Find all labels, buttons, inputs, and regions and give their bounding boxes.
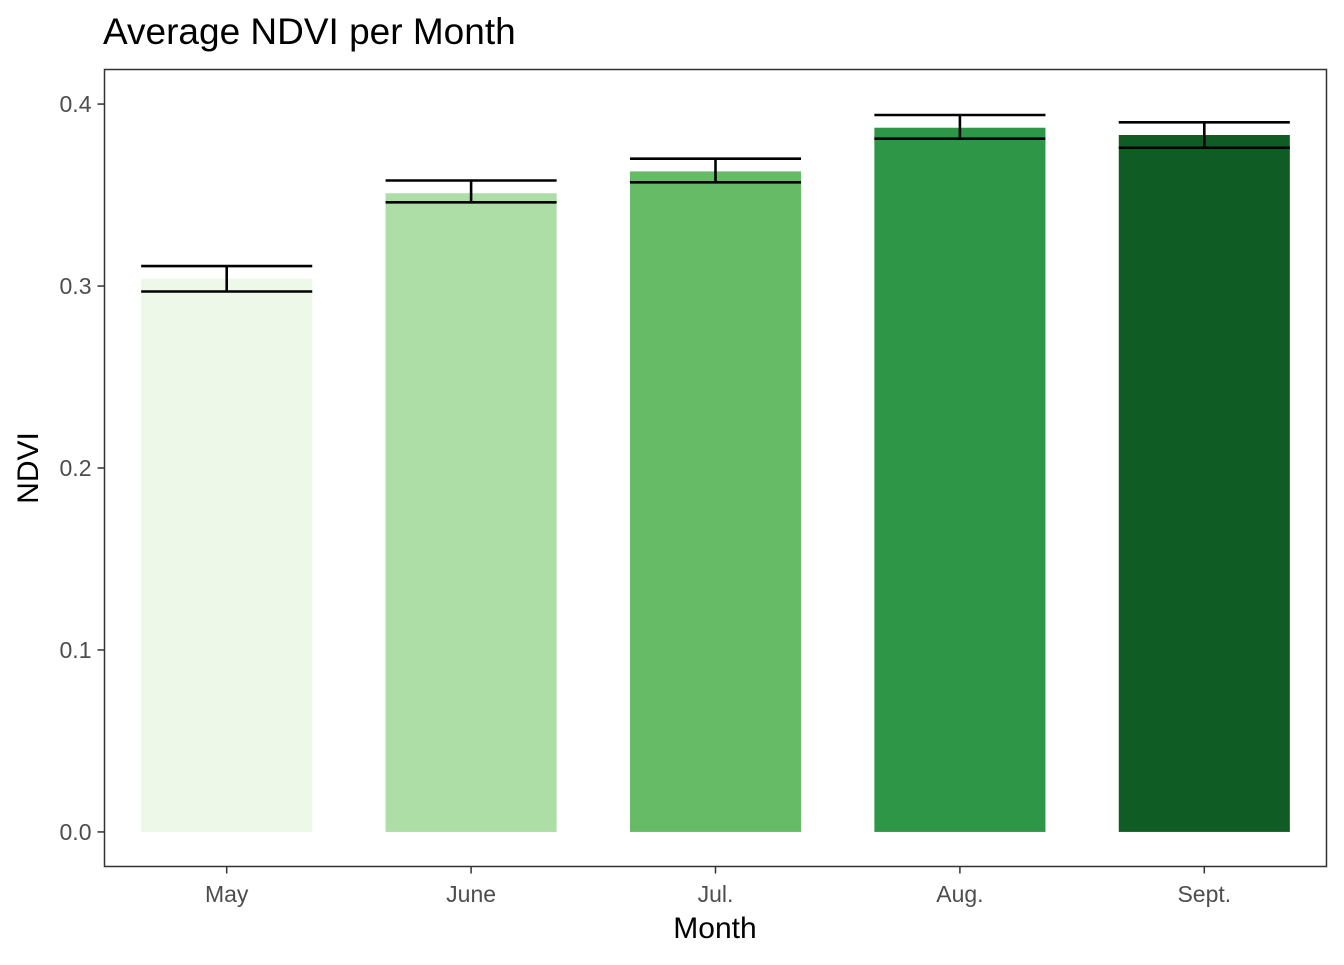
- y-tick-label: 0.1: [60, 637, 92, 663]
- errorbar-may: [141, 264, 313, 293]
- x-tick-label: Aug.: [936, 881, 983, 907]
- x-tick-label: May: [205, 881, 249, 907]
- x-axis-title: Month: [673, 912, 756, 945]
- y-tick-label: 0.3: [60, 273, 92, 299]
- y-axis-title: NDVI: [12, 432, 45, 504]
- errorbar-june: [385, 179, 557, 204]
- x-tick-label: Sept.: [1177, 881, 1231, 907]
- y-tick-label: 0.2: [60, 455, 92, 481]
- bar-may: [141, 278, 313, 832]
- y-axis: 0.0 0.1 0.2 0.3 0.4: [60, 91, 105, 845]
- errorbars-layer: [141, 113, 1290, 293]
- errorbar-aug: [874, 113, 1046, 140]
- bar-aug: [874, 127, 1046, 832]
- bar-june: [385, 193, 557, 832]
- x-axis: May June Jul. Aug. Sept.: [205, 866, 1231, 907]
- chart-title: Average NDVI per Month: [103, 11, 516, 52]
- x-tick-label: Jul.: [698, 881, 734, 907]
- errorbar-sept: [1118, 120, 1290, 150]
- y-tick-label: 0.0: [60, 819, 92, 845]
- bars-layer: [141, 127, 1290, 832]
- bar-sept: [1118, 135, 1290, 832]
- bar-jul: [629, 171, 802, 832]
- y-tick-label: 0.4: [60, 91, 92, 117]
- errorbar-jul: [629, 157, 802, 184]
- x-tick-label: June: [446, 881, 496, 907]
